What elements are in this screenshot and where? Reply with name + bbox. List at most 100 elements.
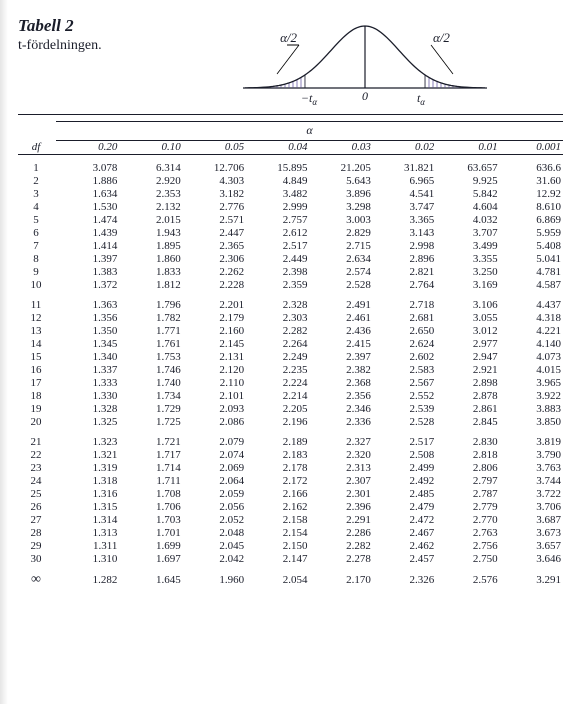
- alpha-level-3: 0.04: [246, 141, 309, 155]
- value-cell: 1.337: [56, 364, 119, 377]
- value-cell: 15.895: [246, 162, 309, 175]
- value-cell: 2.818: [436, 449, 499, 462]
- value-cell: 2.328: [246, 299, 309, 312]
- value-cell: 1.960: [183, 573, 246, 587]
- value-cell: 2.228: [183, 279, 246, 292]
- value-cell: 2.821: [373, 266, 436, 279]
- value-cell: 2.517: [246, 240, 309, 253]
- df-cell: 28: [18, 527, 56, 540]
- value-cell: 4.541: [373, 188, 436, 201]
- value-cell: 1.316: [56, 488, 119, 501]
- value-cell: 2.499: [373, 462, 436, 475]
- value-cell: 1.356: [56, 312, 119, 325]
- table-row: 13.0786.31412.70615.89521.20531.82163.65…: [18, 162, 563, 175]
- value-cell: 2.624: [373, 338, 436, 351]
- value-cell: 2.715: [310, 240, 373, 253]
- alpha-level-2: 0.05: [183, 141, 246, 155]
- value-cell: 2.681: [373, 312, 436, 325]
- value-cell: 4.303: [183, 175, 246, 188]
- value-cell: 2.457: [373, 553, 436, 566]
- value-cell: 2.132: [119, 201, 182, 214]
- value-cell: 3.250: [436, 266, 499, 279]
- table-row: 251.3161.7082.0592.1662.3012.4852.7873.7…: [18, 488, 563, 501]
- value-cell: 2.479: [373, 501, 436, 514]
- value-cell: 1.634: [56, 188, 119, 201]
- value-cell: 3.646: [500, 553, 563, 566]
- value-cell: 2.528: [310, 279, 373, 292]
- value-cell: 2.214: [246, 390, 309, 403]
- value-cell: 6.869: [500, 214, 563, 227]
- value-cell: 3.482: [246, 188, 309, 201]
- value-cell: 63.657: [436, 162, 499, 175]
- value-cell: 4.032: [436, 214, 499, 227]
- df-cell: 6: [18, 227, 56, 240]
- value-cell: 3.747: [373, 201, 436, 214]
- table-row: 91.3831.8332.2622.3982.5742.8213.2504.78…: [18, 266, 563, 279]
- df-cell: 10: [18, 279, 56, 292]
- value-cell: 1.383: [56, 266, 119, 279]
- value-cell: 2.770: [436, 514, 499, 527]
- df-cell: 7: [18, 240, 56, 253]
- value-cell: 21.205: [310, 162, 373, 175]
- value-cell: 3.922: [500, 390, 563, 403]
- table-row: 241.3181.7112.0642.1722.3072.4922.7973.7…: [18, 475, 563, 488]
- table-row: ∞1.2821.6451.9602.0542.1702.3262.5763.29…: [18, 573, 563, 587]
- value-cell: 2.756: [436, 540, 499, 553]
- svg-text:α/2: α/2: [280, 30, 297, 45]
- value-cell: 3.291: [500, 573, 563, 587]
- value-cell: 2.327: [310, 436, 373, 449]
- value-cell: 3.055: [436, 312, 499, 325]
- value-cell: 2.845: [436, 416, 499, 429]
- value-cell: 2.282: [246, 325, 309, 338]
- table-row: 41.5302.1322.7762.9993.2983.7474.6048.61…: [18, 201, 563, 214]
- value-cell: 2.064: [183, 475, 246, 488]
- value-cell: 5.842: [436, 188, 499, 201]
- value-cell: 3.499: [436, 240, 499, 253]
- alpha-level-6: 0.01: [436, 141, 499, 155]
- value-cell: 2.162: [246, 501, 309, 514]
- value-cell: 2.612: [246, 227, 309, 240]
- top-rule: [18, 114, 563, 115]
- value-cell: 2.120: [183, 364, 246, 377]
- value-cell: 2.571: [183, 214, 246, 227]
- value-cell: 3.657: [500, 540, 563, 553]
- value-cell: 1.725: [119, 416, 182, 429]
- df-cell: 3: [18, 188, 56, 201]
- table-row: 81.3971.8602.3062.4492.6342.8963.3555.04…: [18, 253, 563, 266]
- value-cell: 3.790: [500, 449, 563, 462]
- value-cell: 1.414: [56, 240, 119, 253]
- value-cell: 2.382: [310, 364, 373, 377]
- value-cell: 2.921: [436, 364, 499, 377]
- value-cell: 1.701: [119, 527, 182, 540]
- table-row: 281.3131.7012.0482.1542.2862.4672.7633.6…: [18, 527, 563, 540]
- value-cell: 2.074: [183, 449, 246, 462]
- value-cell: 2.224: [246, 377, 309, 390]
- table-row: 141.3451.7612.1452.2642.4152.6242.9774.1…: [18, 338, 563, 351]
- value-cell: 2.069: [183, 462, 246, 475]
- value-cell: 3.850: [500, 416, 563, 429]
- value-cell: 3.106: [436, 299, 499, 312]
- value-cell: 5.643: [310, 175, 373, 188]
- value-cell: 1.372: [56, 279, 119, 292]
- value-cell: 2.650: [373, 325, 436, 338]
- df-cell: 17: [18, 377, 56, 390]
- value-cell: 2.336: [310, 416, 373, 429]
- value-cell: 2.396: [310, 501, 373, 514]
- value-cell: 2.947: [436, 351, 499, 364]
- value-cell: 2.196: [246, 416, 309, 429]
- value-cell: 9.925: [436, 175, 499, 188]
- value-cell: 3.896: [310, 188, 373, 201]
- df-cell: ∞: [18, 573, 56, 587]
- alpha-level-5: 0.02: [373, 141, 436, 155]
- value-cell: 1.311: [56, 540, 119, 553]
- value-cell: 2.154: [246, 527, 309, 540]
- table-row: 21.8862.9204.3034.8495.6436.9659.92531.6…: [18, 175, 563, 188]
- value-cell: 2.172: [246, 475, 309, 488]
- value-cell: 2.079: [183, 436, 246, 449]
- value-cell: 3.965: [500, 377, 563, 390]
- df-cell: 13: [18, 325, 56, 338]
- value-cell: 1.645: [119, 573, 182, 587]
- value-cell: 1.318: [56, 475, 119, 488]
- value-cell: 3.706: [500, 501, 563, 514]
- df-cell: 22: [18, 449, 56, 462]
